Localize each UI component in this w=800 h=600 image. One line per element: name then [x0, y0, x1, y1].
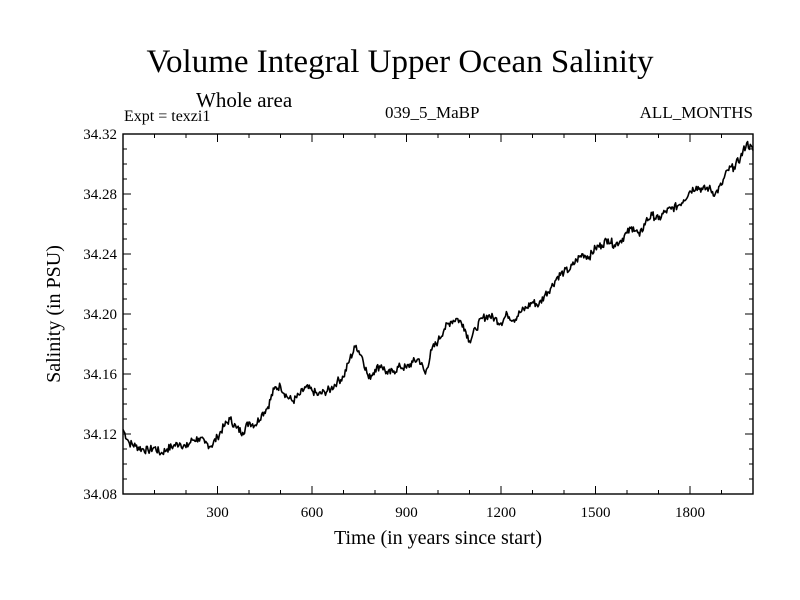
- x-tick-label: 300: [206, 505, 229, 521]
- x-tick-label: 600: [301, 505, 324, 521]
- y-tick-label: 34.20: [83, 307, 117, 323]
- x-tick-label: 900: [395, 505, 418, 521]
- chart-subtitle: Whole area: [196, 88, 293, 112]
- salinity-series-line: [122, 140, 754, 456]
- x-tick-label: 1200: [486, 505, 516, 521]
- x-axis-ticks: 300 600 900 1200 1500 1800: [122, 134, 754, 521]
- y-tick-label: 34.32: [83, 127, 117, 143]
- y-tick-label: 34.12: [83, 427, 117, 443]
- months-label: ALL_MONTHS: [639, 103, 753, 122]
- y-axis-label: Salinity (in PSU): [43, 245, 65, 383]
- plot-frame: [122, 133, 754, 495]
- y-tick-label: 34.24: [83, 247, 117, 263]
- chart-title: Volume Integral Upper Ocean Salinity: [146, 44, 654, 80]
- x-tick-label: 1800: [675, 505, 705, 521]
- x-axis-label: Time (in years since start): [334, 527, 542, 549]
- y-tick-label: 34.08: [83, 487, 117, 503]
- experiment-label: Expt = texzi1: [124, 108, 211, 125]
- y-tick-label: 34.28: [83, 187, 117, 203]
- y-tick-label: 34.16: [83, 367, 117, 383]
- x-tick-label: 1500: [581, 505, 611, 521]
- run-id-label: 039_5_MaBP: [385, 103, 480, 122]
